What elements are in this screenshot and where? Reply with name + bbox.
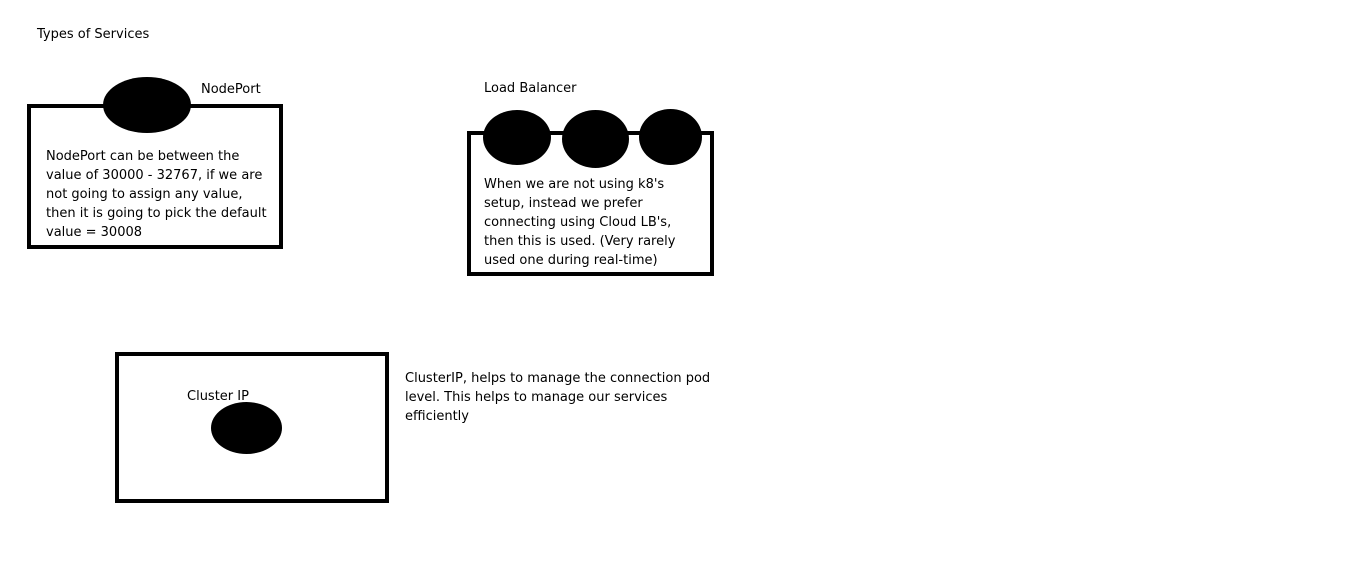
- load-balancer-node-shape-2: [562, 110, 629, 168]
- load-balancer-node-shape-1: [483, 110, 551, 165]
- load-balancer-description: When we are not using k8's setup, instea…: [484, 177, 676, 268]
- load-balancer-label: Load Balancer: [484, 81, 577, 96]
- load-balancer-node-shape-3: [639, 109, 702, 165]
- diagram-title: Types of Services: [37, 27, 150, 42]
- cluster-ip-node-shape: [211, 402, 282, 454]
- nodeport-node-shape: [103, 77, 191, 133]
- nodeport-label: NodePort: [201, 82, 261, 97]
- cluster-ip-label: Cluster IP: [187, 389, 249, 404]
- nodeport-description: NodePort can be between the value of 300…: [46, 149, 267, 240]
- cluster-ip-description: ClusterIP, helps to manage the connectio…: [405, 371, 711, 424]
